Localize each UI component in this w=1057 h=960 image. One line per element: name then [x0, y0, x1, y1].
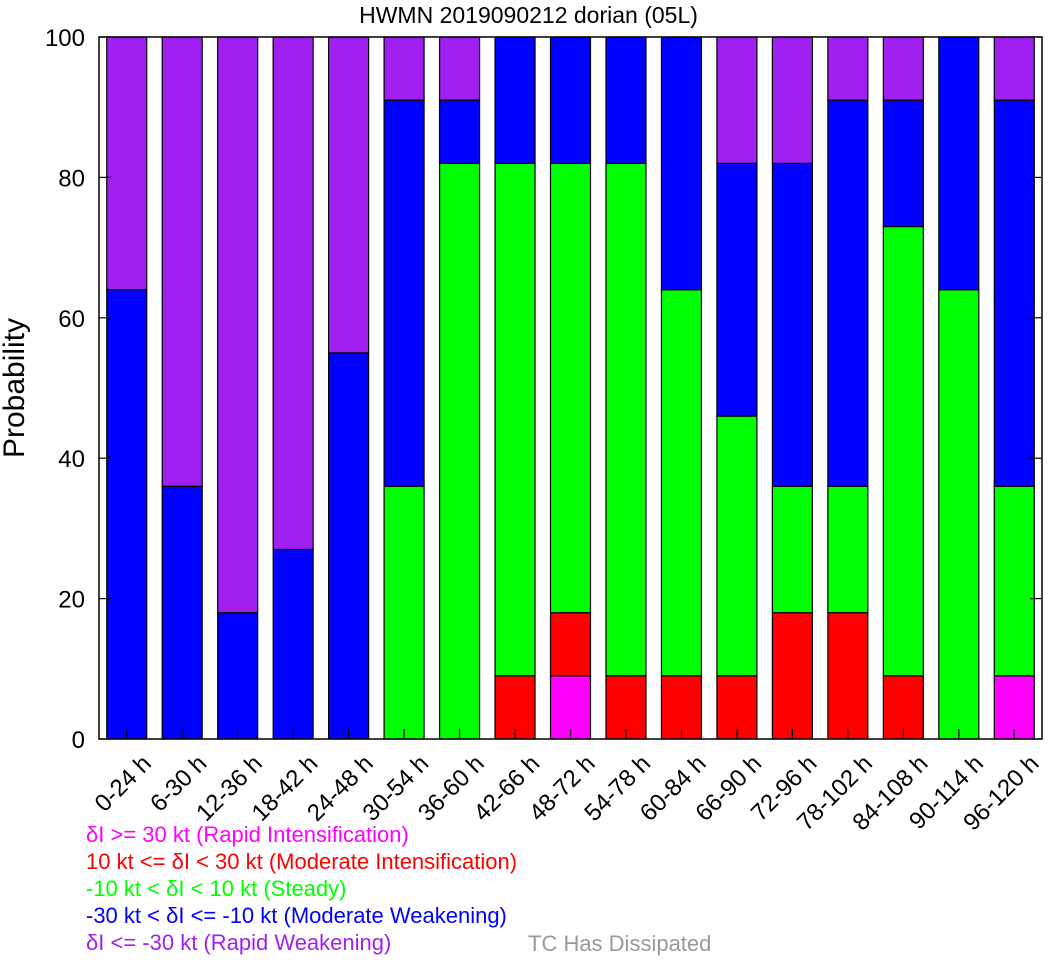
bar-segment — [827, 99, 869, 487]
y-tick-label: 20 — [58, 587, 85, 614]
bar-segment — [383, 36, 425, 101]
bar-segment — [605, 36, 647, 164]
y-axis-label: Probability — [0, 318, 31, 458]
bar-segment — [771, 162, 813, 487]
y-tick-label: 40 — [58, 446, 85, 473]
bar-segment — [882, 99, 924, 228]
bar-segment — [549, 36, 592, 164]
bar-segment — [438, 162, 481, 740]
x-tick-label: 0-24 h — [90, 750, 157, 817]
bar-segment — [771, 612, 813, 740]
bar-segment — [993, 36, 1035, 101]
bar-segment — [660, 289, 703, 677]
bar-segment — [494, 675, 536, 740]
bar-segment — [217, 612, 259, 740]
bar-segment — [660, 36, 703, 291]
bar-segment — [605, 675, 647, 740]
bar-segment — [716, 36, 758, 164]
bar-segment — [993, 99, 1035, 487]
bar-segment — [438, 99, 481, 164]
legend-moderate-intensification: 10 kt <= δI < 30 kt (Moderate Intensific… — [86, 849, 518, 874]
y-tick-label: 60 — [58, 306, 85, 333]
bar-segment — [383, 485, 425, 740]
bar-segment — [827, 485, 869, 614]
bar-segment — [106, 289, 148, 740]
bar-segment — [882, 225, 924, 677]
legend-rapid-intensification: δI >= 30 kt (Rapid Intensification) — [86, 822, 409, 847]
y-tick-label: 100 — [45, 25, 85, 52]
chart-title: HWMN 2019090212 dorian (05L) — [359, 2, 698, 28]
legend-rapid-weakening: δI <= -30 kt (Rapid Weakening) — [86, 930, 392, 955]
bar-segment — [882, 36, 924, 101]
legend-moderate-weakening: -30 kt < δI <= -10 kt (Moderate Weakenin… — [86, 903, 507, 928]
bar-segment — [549, 162, 592, 614]
bar-segment — [272, 548, 314, 740]
y-axis: 0 20 40 60 80 100 — [45, 25, 1042, 754]
bar-segment — [328, 36, 370, 354]
bar-segment — [383, 99, 425, 487]
bar-segment — [993, 485, 1035, 677]
legend-tc-dissipated: TC Has Dissipated — [528, 931, 712, 956]
bar-segment — [217, 36, 259, 614]
bar-segment — [938, 289, 980, 740]
bar-segment — [993, 675, 1035, 740]
bar-segment — [328, 352, 370, 740]
bar-segment — [161, 485, 203, 740]
bar-segment — [716, 162, 758, 417]
bar-segment — [771, 485, 813, 614]
bar-segment — [438, 36, 481, 101]
bar-segment — [494, 162, 536, 677]
legend-steady: -10 kt < δI < 10 kt (Steady) — [86, 876, 347, 901]
bar-segment — [827, 612, 869, 740]
bar-segment — [605, 162, 647, 677]
bar-segment — [827, 36, 869, 101]
bar-segment — [161, 36, 203, 487]
y-tick-label: 80 — [58, 165, 85, 192]
bar-segment — [106, 36, 148, 291]
bar-segment — [549, 612, 592, 677]
bar-segment — [938, 36, 980, 291]
bars-layer — [106, 36, 1035, 740]
y-tick-label: 0 — [72, 727, 85, 754]
bar-segment — [771, 36, 813, 164]
bar-segment — [716, 415, 758, 677]
bar-segment — [494, 36, 536, 164]
bar-segment — [272, 36, 314, 551]
